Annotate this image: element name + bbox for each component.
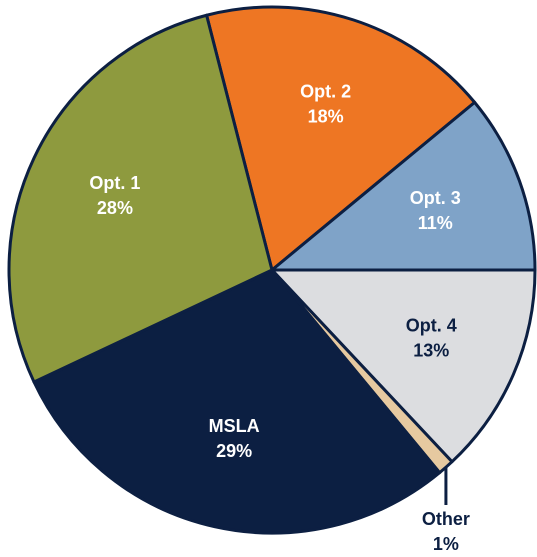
value-label: 29% [216, 441, 252, 461]
category-label: Opt. 4 [406, 316, 457, 336]
pie-slice [7, 13, 274, 384]
category-label: Other [422, 509, 470, 529]
pie-slice [270, 100, 537, 272]
value-label: 13% [413, 341, 449, 361]
value-label: 18% [308, 107, 344, 127]
category-label: Opt. 1 [89, 173, 140, 193]
value-label: 11% [418, 213, 453, 233]
value-label: 1% [433, 534, 459, 554]
pie-slice [205, 5, 477, 272]
value-label: 28% [97, 198, 133, 218]
category-label: Opt. 3 [410, 188, 461, 208]
pie-slice [270, 268, 537, 464]
category-label: Opt. 2 [300, 82, 351, 102]
category-label: MSLA [209, 416, 260, 436]
